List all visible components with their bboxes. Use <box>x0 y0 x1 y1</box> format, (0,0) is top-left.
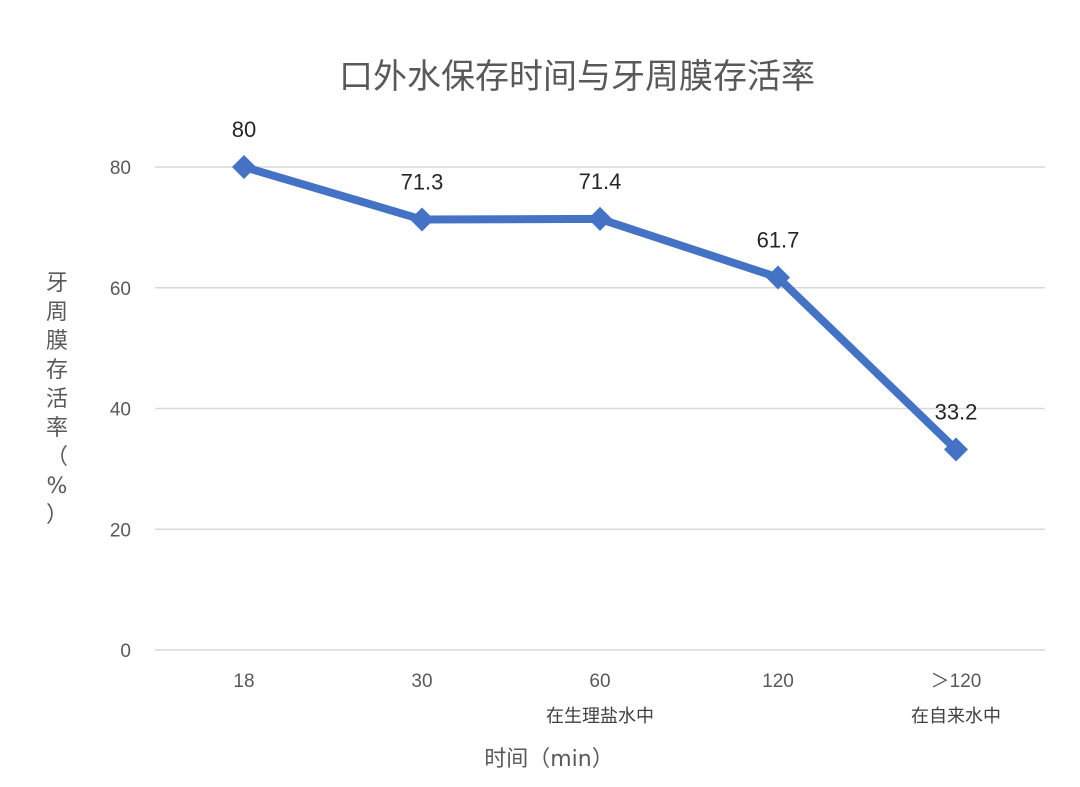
x-tick-label: ＞120 <box>931 671 982 692</box>
y-axis-tick-labels: 0 20 40 60 80 <box>110 158 131 662</box>
data-labels: 80 71.3 71.4 61.7 33.2 <box>232 117 978 425</box>
data-label: 71.4 <box>579 169 622 194</box>
x-axis-title: 时间（min） <box>484 747 614 772</box>
y-axis-title: 牙周膜存活率（%） <box>46 271 68 528</box>
gridlines <box>155 166 1045 651</box>
y-tick-label: 20 <box>110 520 131 541</box>
x-tick-label: 18 <box>233 671 254 692</box>
x-tick-label: 30 <box>411 671 432 692</box>
data-label: 61.7 <box>757 227 800 252</box>
data-label: 80 <box>232 117 256 142</box>
data-point-marker <box>766 265 790 290</box>
data-label: 33.2 <box>935 400 978 425</box>
data-point-marker <box>588 206 612 231</box>
x-tick-label: 60 <box>589 671 610 692</box>
x-group-label: 在生理盐水中 <box>546 706 654 727</box>
data-label: 71.3 <box>401 170 444 195</box>
data-point-marker <box>410 207 434 232</box>
data-point-marker <box>232 155 256 179</box>
data-point-marker <box>944 437 968 462</box>
y-tick-label: 60 <box>110 279 131 300</box>
x-axis-group-labels: 在生理盐水中 在自来水中 <box>546 706 1001 727</box>
x-group-label: 在自来水中 <box>911 706 1001 727</box>
y-tick-label: 80 <box>110 158 131 179</box>
x-tick-label: 120 <box>762 671 794 692</box>
data-markers <box>232 155 968 462</box>
y-axis-title-text: 牙周膜存活率（%） <box>46 271 68 528</box>
x-axis-tick-labels: 18 30 60 120 ＞120 <box>233 671 981 692</box>
y-tick-label: 0 <box>120 641 131 662</box>
chart-title: 口外水保存时间与牙周膜存活率 <box>339 57 815 97</box>
y-tick-label: 40 <box>110 400 131 421</box>
